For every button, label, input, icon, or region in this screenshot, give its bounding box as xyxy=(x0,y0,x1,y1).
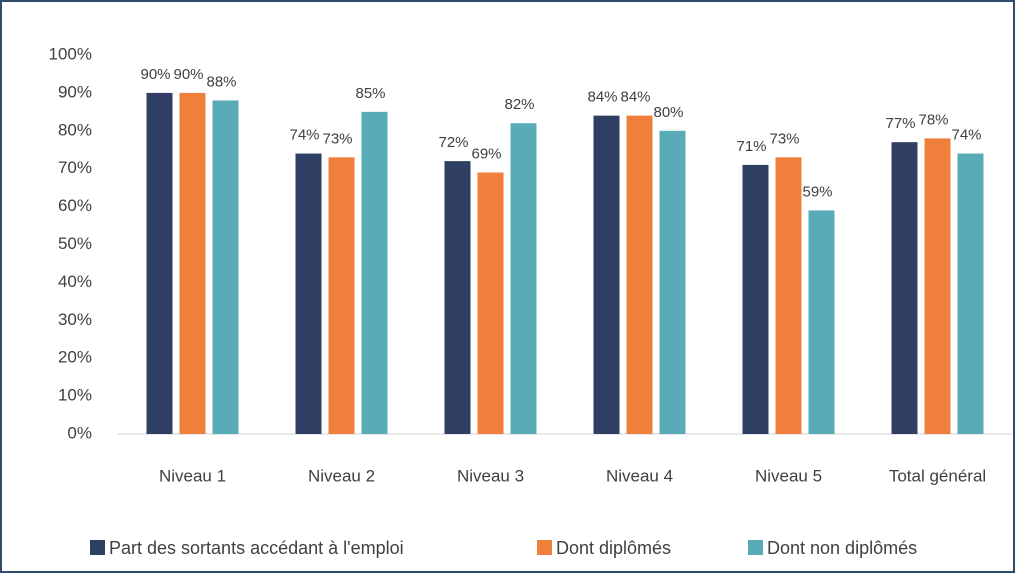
x-tick-label: Total général xyxy=(889,466,986,485)
value-label: 82% xyxy=(504,96,534,113)
legend-swatch xyxy=(90,540,105,555)
bar xyxy=(212,100,239,434)
value-label: 73% xyxy=(322,130,352,147)
y-tick-label: 10% xyxy=(58,386,92,405)
y-tick-label: 30% xyxy=(58,310,92,329)
y-tick-label: 70% xyxy=(58,158,92,177)
value-label: 72% xyxy=(438,134,468,151)
value-label: 90% xyxy=(140,66,170,83)
y-tick-label: 40% xyxy=(58,272,92,291)
y-tick-label: 0% xyxy=(67,423,92,442)
value-label: 88% xyxy=(206,73,236,90)
bar xyxy=(510,123,537,434)
legend-label: Part des sortants accédant à l'emploi xyxy=(109,538,404,558)
bar xyxy=(957,153,984,435)
value-label: 78% xyxy=(918,111,948,128)
x-tick-label: Niveau 2 xyxy=(308,466,375,485)
value-label: 80% xyxy=(653,104,683,121)
legend-label: Dont diplômés xyxy=(556,538,671,558)
value-label: 74% xyxy=(289,127,319,144)
x-tick-label: Niveau 1 xyxy=(159,466,226,485)
value-label: 73% xyxy=(769,130,799,147)
value-label: 77% xyxy=(885,115,915,132)
bar xyxy=(775,157,802,434)
bar xyxy=(295,153,322,435)
legend-swatch xyxy=(748,540,763,555)
bar xyxy=(626,115,653,434)
bar xyxy=(593,115,620,434)
bar xyxy=(179,92,206,435)
legend-label: Dont non diplômés xyxy=(767,538,917,558)
y-tick-label: 80% xyxy=(58,120,92,139)
x-tick-label: Niveau 3 xyxy=(457,466,524,485)
bar xyxy=(146,92,173,435)
x-tick-label: Niveau 4 xyxy=(606,466,673,485)
y-tick-label: 50% xyxy=(58,234,92,253)
value-label: 71% xyxy=(736,138,766,155)
bar xyxy=(477,172,504,435)
bar xyxy=(361,111,388,434)
bar xyxy=(924,138,951,434)
y-tick-label: 60% xyxy=(58,196,92,215)
value-label: 69% xyxy=(471,145,501,162)
x-tick-label: Niveau 5 xyxy=(755,466,822,485)
value-label: 74% xyxy=(951,127,981,144)
value-label: 84% xyxy=(587,89,617,106)
value-label: 90% xyxy=(173,66,203,83)
bar xyxy=(808,210,835,434)
y-tick-label: 90% xyxy=(58,82,92,101)
bar xyxy=(891,142,918,435)
value-label: 84% xyxy=(620,89,650,106)
y-tick-label: 20% xyxy=(58,348,92,367)
bar xyxy=(659,130,686,435)
bar xyxy=(742,164,769,434)
legend-swatch xyxy=(537,540,552,555)
y-tick-label: 100% xyxy=(49,44,92,63)
value-label: 59% xyxy=(802,183,832,200)
value-label: 85% xyxy=(355,85,385,102)
bar xyxy=(444,161,471,434)
bar xyxy=(328,157,355,434)
